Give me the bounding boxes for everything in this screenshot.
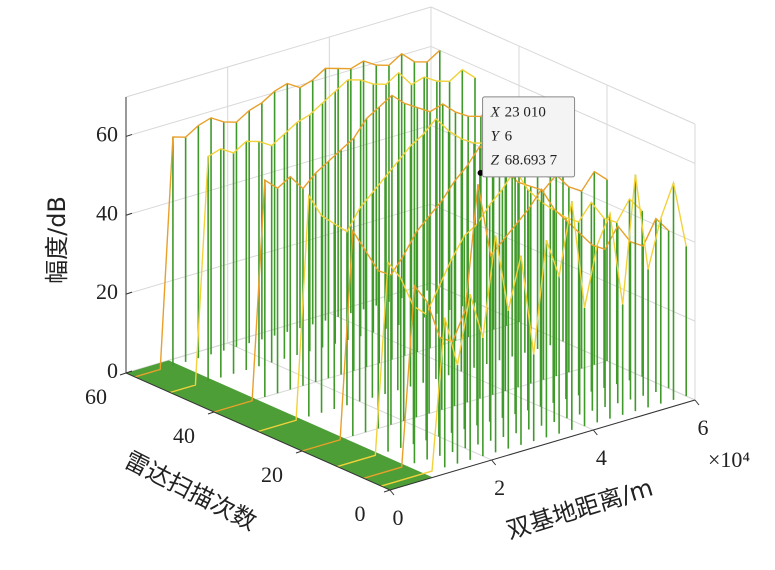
datatip-value: 68.693 7 — [505, 152, 558, 168]
y-tick — [383, 489, 391, 493]
row-line — [337, 168, 643, 468]
x-tick-label: 0 — [393, 505, 404, 530]
x-tick — [694, 399, 700, 406]
datatip-name: X — [490, 104, 501, 120]
x-tick-label: 6 — [698, 415, 709, 440]
x-tick — [592, 429, 598, 436]
x-axis-label: 双基地距离/m — [503, 474, 656, 545]
box-edge — [125, 6, 432, 98]
row-line — [381, 174, 687, 487]
y-axis-label: 雷达扫描次数 — [120, 446, 261, 536]
row-line — [134, 49, 441, 378]
row-line — [169, 68, 476, 394]
datatip-box — [482, 96, 576, 178]
grid-line — [125, 45, 432, 137]
datatip-value: 6 — [505, 128, 513, 144]
z-tick-label: 60 — [96, 121, 118, 146]
y-tick — [119, 372, 127, 376]
y-axis — [125, 372, 391, 491]
scan-row — [134, 49, 441, 378]
grid-line — [125, 282, 432, 374]
z-tick-label: 0 — [107, 358, 118, 383]
x-exponent: ×10⁴ — [708, 447, 750, 472]
x-tick-label: 4 — [596, 445, 607, 470]
scan-row — [257, 117, 564, 433]
z-tick — [125, 133, 133, 137]
z-tick — [125, 370, 133, 374]
x-tick-label: 2 — [494, 475, 505, 500]
datatip-value: 23 010 — [505, 104, 546, 120]
z-tick-label: 40 — [96, 200, 118, 225]
y-tick — [207, 411, 215, 415]
datatip-name: Z — [491, 152, 500, 168]
z-tick — [125, 291, 133, 295]
z-tick-label: 20 — [96, 279, 118, 304]
scan-row — [381, 174, 688, 487]
x-tick — [491, 459, 497, 466]
y-tick-label: 0 — [355, 501, 366, 526]
grid-line — [125, 124, 432, 216]
row-line — [213, 94, 520, 413]
z-axis-label: 幅度/dB — [43, 196, 71, 284]
scan-row — [363, 184, 670, 479]
y-tick-label: 60 — [85, 384, 107, 409]
y-tick-label: 40 — [173, 423, 195, 448]
y-tick — [295, 450, 303, 454]
scan-row — [337, 168, 644, 468]
datatip-name: Y — [491, 128, 501, 144]
box-edge — [430, 6, 696, 125]
y-tick-label: 20 — [261, 462, 283, 487]
scan-row — [213, 94, 520, 413]
grid-line — [125, 203, 432, 295]
x-tick — [389, 489, 395, 496]
z-tick — [125, 212, 133, 216]
row-line — [363, 184, 670, 479]
x-axis — [389, 399, 696, 491]
